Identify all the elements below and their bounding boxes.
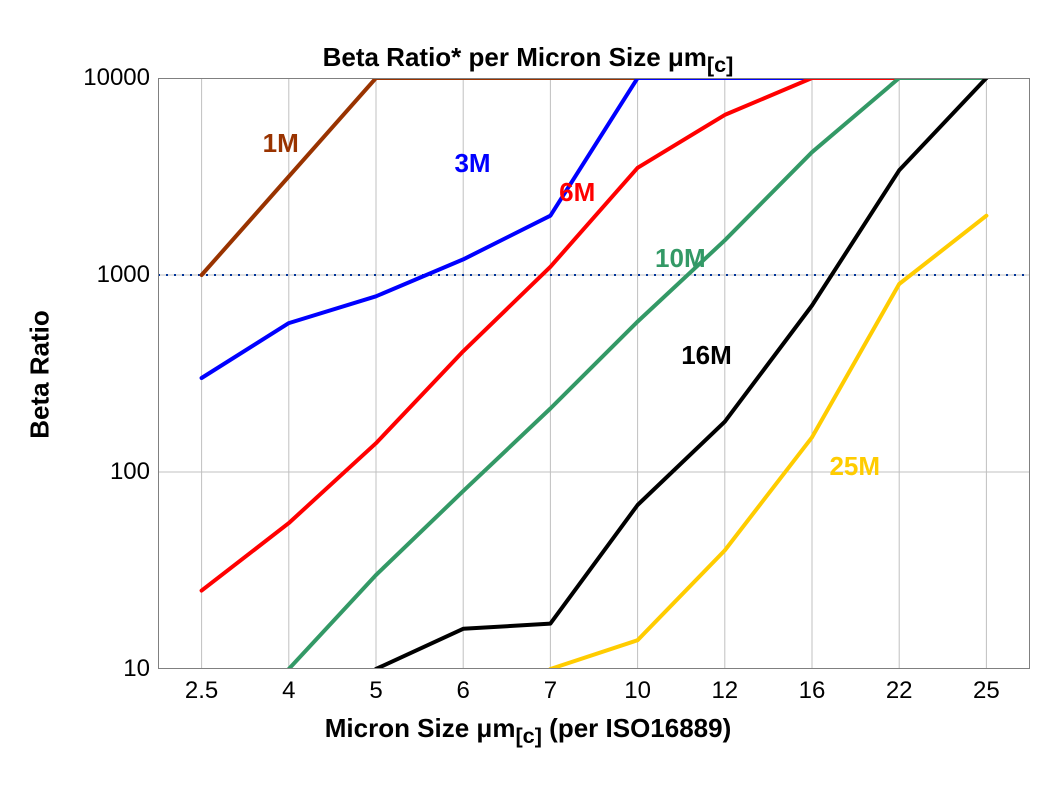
x-tick-label: 25: [973, 677, 1000, 705]
x-tick-label: 7: [544, 677, 557, 705]
y-tick-label: 10000: [60, 64, 150, 92]
series-label-3M: 3M: [454, 148, 490, 179]
x-axis-label: Micron Size μm[c] (per ISO16889): [0, 713, 1056, 749]
chart-title: Beta Ratio* per Micron Size μm[c]: [0, 42, 1056, 78]
series-label-25M: 25M: [829, 451, 880, 482]
x-tick-label: 16: [799, 677, 826, 705]
series-label-6M: 6M: [559, 177, 595, 208]
series-label-10M: 10M: [655, 243, 706, 274]
chart-container: Beta Ratio* per Micron Size μm[c] Beta R…: [0, 0, 1056, 792]
x-tick-label: 4: [282, 677, 295, 705]
y-tick-label: 100: [60, 458, 150, 486]
x-tick-label: 5: [369, 677, 382, 705]
x-tick-label: 12: [711, 677, 738, 705]
x-tick-label: 6: [457, 677, 470, 705]
series-label-16M: 16M: [681, 340, 732, 371]
x-tick-label: 22: [886, 677, 913, 705]
y-tick-label: 1000: [60, 261, 150, 289]
plot-area: [158, 78, 1030, 669]
x-tick-label: 2.5: [185, 677, 218, 705]
y-tick-label: 10: [60, 655, 150, 683]
y-axis-label: Beta Ratio: [25, 274, 56, 474]
x-tick-label: 10: [624, 677, 651, 705]
series-label-1M: 1M: [263, 128, 299, 159]
